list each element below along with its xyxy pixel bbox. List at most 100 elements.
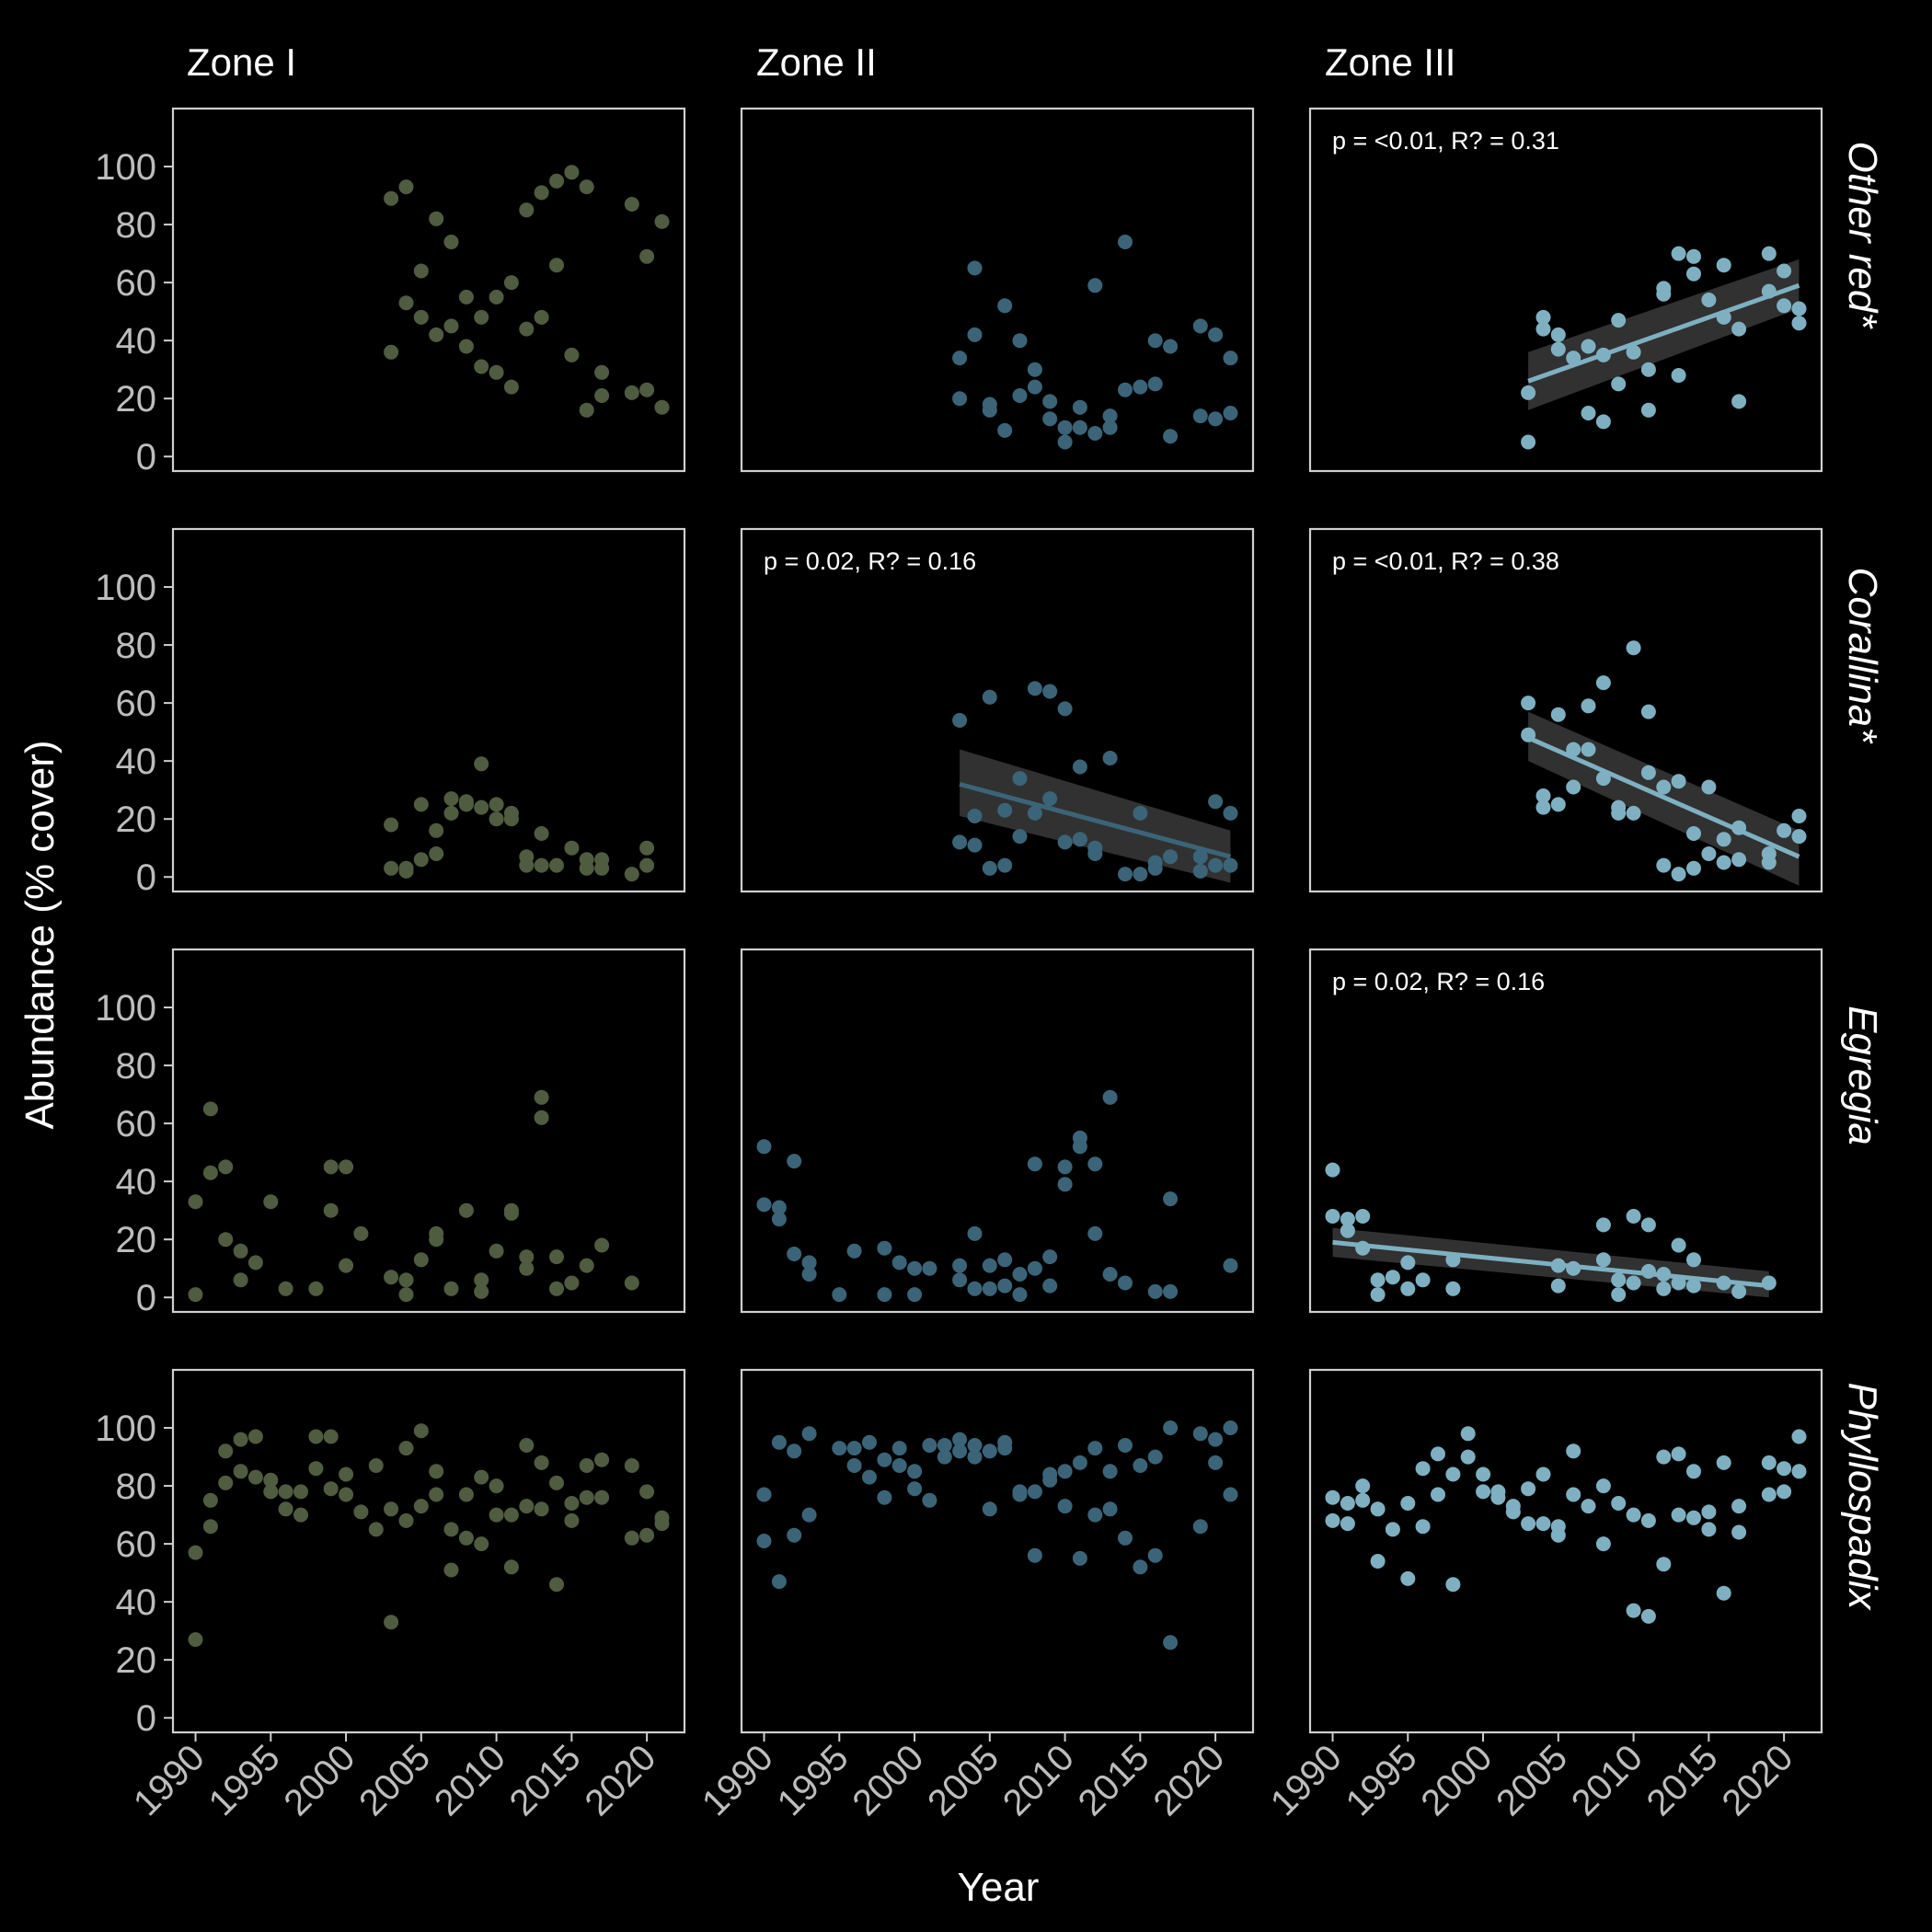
data-point bbox=[1626, 640, 1641, 656]
data-point bbox=[323, 1159, 339, 1175]
data-point bbox=[398, 179, 414, 195]
panel-frame bbox=[171, 107, 686, 473]
data-point bbox=[1686, 860, 1701, 876]
data-point bbox=[1042, 791, 1058, 807]
data-point bbox=[1671, 867, 1686, 882]
data-point bbox=[1716, 1455, 1731, 1470]
data-point bbox=[233, 1464, 248, 1479]
data-point bbox=[489, 811, 504, 827]
x-tick-label: 1990 bbox=[695, 1737, 781, 1823]
data-point bbox=[1640, 704, 1656, 719]
x-tick-label: 2020 bbox=[1145, 1737, 1232, 1823]
x-tick-label: 2000 bbox=[276, 1737, 362, 1823]
data-point bbox=[1731, 1499, 1747, 1514]
data-point bbox=[967, 327, 983, 342]
data-point bbox=[1133, 379, 1148, 395]
data-point bbox=[489, 1507, 504, 1523]
data-point bbox=[1761, 246, 1777, 261]
data-point bbox=[398, 1441, 414, 1456]
data-point bbox=[1490, 1489, 1506, 1505]
stats-annotation: p = <0.01, R? = 0.38 bbox=[1332, 547, 1559, 575]
data-point bbox=[907, 1481, 923, 1497]
data-point bbox=[1535, 788, 1551, 803]
data-point bbox=[1626, 1275, 1641, 1291]
data-point bbox=[907, 1260, 923, 1276]
data-point bbox=[982, 402, 997, 418]
data-point bbox=[1415, 1519, 1431, 1535]
x-tick-label: 2010 bbox=[1564, 1737, 1650, 1823]
data-point bbox=[1072, 420, 1087, 435]
data-point bbox=[1595, 1252, 1611, 1268]
data-point bbox=[801, 1507, 817, 1523]
data-point bbox=[1761, 1487, 1777, 1502]
data-point bbox=[1087, 1507, 1103, 1523]
data-point bbox=[1731, 1524, 1747, 1540]
data-point bbox=[458, 289, 474, 305]
y-tick-label: 20 bbox=[116, 379, 157, 420]
data-point bbox=[997, 422, 1013, 438]
data-point bbox=[519, 1438, 535, 1453]
y-tick-label: 80 bbox=[116, 626, 157, 666]
data-point bbox=[564, 1496, 580, 1511]
data-point bbox=[519, 1260, 535, 1276]
data-point bbox=[1192, 1426, 1208, 1442]
stats-annotation: p = 0.02, R? = 0.16 bbox=[1332, 968, 1545, 995]
data-point bbox=[1671, 1237, 1686, 1253]
data-point bbox=[1731, 852, 1747, 868]
data-point bbox=[458, 797, 474, 812]
data-point bbox=[1581, 742, 1596, 757]
data-point bbox=[1087, 426, 1103, 441]
data-point bbox=[1521, 1481, 1536, 1497]
data-point bbox=[429, 1232, 444, 1248]
data-point bbox=[474, 756, 489, 772]
data-point bbox=[1581, 339, 1596, 354]
data-point bbox=[413, 1499, 429, 1514]
data-point bbox=[188, 1194, 203, 1210]
row-label-corallina: Corallina* bbox=[1840, 568, 1885, 745]
data-point bbox=[997, 1278, 1013, 1294]
stats-annotation: p = 0.02, R? = 0.16 bbox=[764, 547, 976, 575]
y-tick-label: 80 bbox=[116, 1046, 157, 1087]
data-point bbox=[549, 1281, 564, 1296]
data-point bbox=[534, 1455, 549, 1470]
data-point bbox=[579, 402, 594, 418]
data-point bbox=[1640, 402, 1656, 418]
data-point bbox=[1566, 1443, 1581, 1459]
data-point bbox=[1550, 1527, 1566, 1543]
data-point bbox=[1626, 805, 1641, 821]
panel-r1-c0: 0 20 40 60 80 100 bbox=[95, 527, 686, 898]
data-point bbox=[1701, 1504, 1717, 1520]
data-point bbox=[967, 1438, 983, 1453]
data-point bbox=[263, 1194, 279, 1210]
data-point bbox=[1415, 1461, 1431, 1477]
data-point bbox=[1611, 313, 1627, 328]
column-label-zone-1: Zone I bbox=[187, 40, 296, 84]
data-point bbox=[1072, 759, 1087, 775]
x-tick-label: 2000 bbox=[845, 1737, 931, 1823]
data-point bbox=[594, 1489, 610, 1505]
data-point bbox=[1223, 805, 1238, 821]
y-tick-label: 60 bbox=[116, 684, 157, 724]
data-point bbox=[458, 1202, 474, 1218]
data-point bbox=[1027, 379, 1042, 395]
data-point bbox=[1686, 1464, 1701, 1479]
data-point bbox=[1791, 1464, 1807, 1479]
data-point bbox=[1042, 684, 1058, 699]
data-point bbox=[846, 1458, 862, 1473]
data-point bbox=[654, 213, 670, 229]
data-point bbox=[982, 1281, 997, 1296]
data-point bbox=[1761, 1275, 1777, 1291]
data-point bbox=[1057, 420, 1073, 435]
y-tick-label: 60 bbox=[116, 263, 157, 304]
data-point bbox=[937, 1449, 952, 1465]
data-point bbox=[1716, 832, 1731, 847]
data-point bbox=[489, 364, 504, 380]
x-tick-label: 2010 bbox=[427, 1737, 513, 1823]
data-point bbox=[1012, 1287, 1028, 1303]
data-point bbox=[429, 1487, 444, 1502]
data-point bbox=[218, 1475, 234, 1490]
y-tick-label: 60 bbox=[116, 1524, 157, 1565]
row-label-egregia: Egregia bbox=[1840, 1006, 1885, 1145]
data-point bbox=[1042, 1472, 1058, 1488]
data-point bbox=[1370, 1501, 1386, 1517]
